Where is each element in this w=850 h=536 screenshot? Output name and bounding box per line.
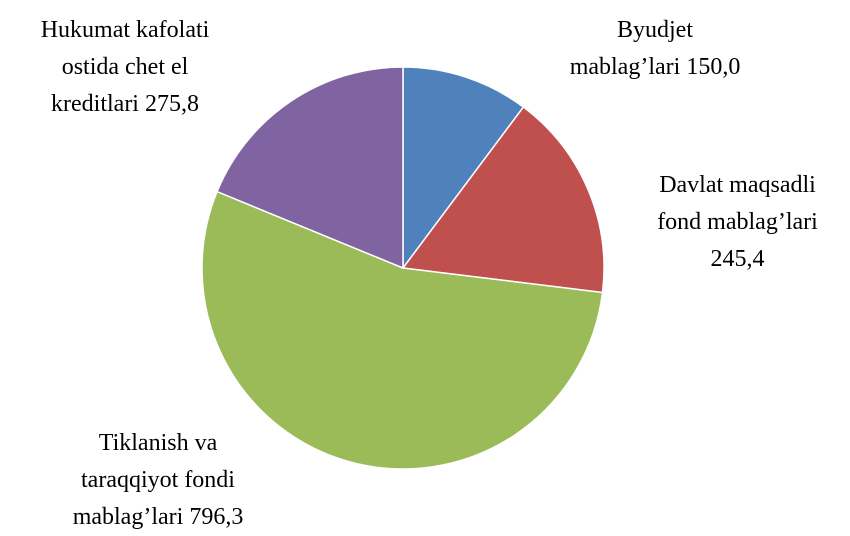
pie-slice (402, 66, 525, 271)
pie-slice (401, 105, 605, 294)
slice-label: Tiklanish va taraqqiyot fondi mablag’lar… (63, 425, 253, 536)
value-label: 275,8 (144, 91, 199, 117)
value-label: 150,0 (686, 54, 741, 80)
pie-slice (201, 190, 604, 470)
category-name: Tiklanish va taraqqiyot fondi mablag’lar… (72, 430, 235, 530)
category-name: Hukumat kafolati ostida chet el kreditla… (40, 17, 210, 117)
pie-slice (216, 66, 404, 270)
slice-label: Hukumat kafolati ostida chet el kreditla… (30, 12, 220, 123)
slice-label: Davlat maqsadli fond mablag’lari 245,4 (645, 167, 830, 278)
category-name: Davlat maqsadli fond mablag’lari (657, 172, 818, 235)
category-name: Byudjet mablag’lari (569, 17, 693, 80)
value-label: 245,4 (710, 246, 765, 272)
slice-label: Byudjet mablag’lari 150,0 (565, 12, 745, 86)
value-label: 796,3 (189, 504, 244, 530)
